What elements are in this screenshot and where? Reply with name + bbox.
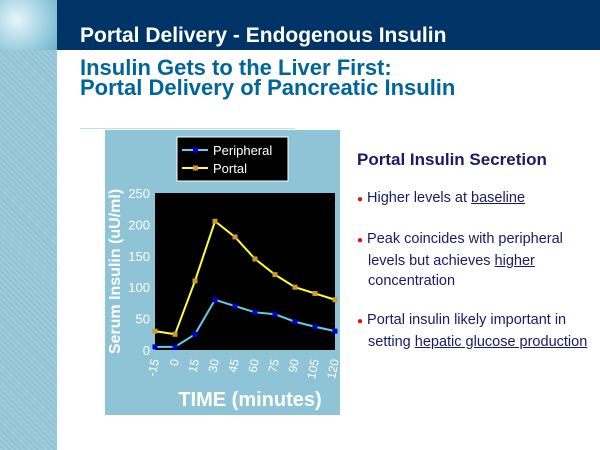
data-point-portal	[332, 297, 338, 303]
pill-image	[0, 0, 57, 50]
series-line-peripheral	[155, 298, 336, 348]
text-panel: Portal Insulin Secretion ● Higher levels …	[357, 150, 597, 371]
x-tick-label: 120	[324, 357, 340, 380]
bullet-text: concentration	[368, 273, 456, 289]
data-point-portal	[252, 256, 258, 262]
data-point-peripheral	[232, 303, 238, 309]
bullet-icon: ●	[357, 316, 364, 327]
series-line-portal	[154, 219, 336, 336]
data-point-peripheral	[312, 324, 318, 330]
panel-heading: Portal Insulin Secretion	[357, 150, 547, 169]
data-point-peripheral	[292, 319, 298, 325]
y-tick-label: 150	[128, 249, 150, 264]
x-tick-label: 105	[304, 357, 322, 380]
subtitle-line-1: Insulin Gets to the Liver First:	[80, 55, 392, 80]
bullet-item: ● Higher levels at baseline	[357, 188, 597, 210]
chart-panel: 0 50 100 150 200 250 -15 0 15 30 45 60 75 90 105 120 Ser…	[105, 130, 340, 415]
legend-label: Portal	[213, 161, 247, 176]
legend-marker	[193, 147, 198, 153]
legend-label: Peripheral	[213, 143, 272, 158]
subtitle-line-2: Portal Delivery of Pancreatic Insulin	[80, 75, 456, 100]
underlined-term: baseline	[471, 190, 526, 206]
data-point-portal	[212, 218, 218, 224]
data-point-peripheral	[252, 309, 258, 315]
data-point-portal	[192, 278, 198, 284]
legend-marker	[193, 165, 198, 171]
bullet-icon: ●	[357, 194, 364, 205]
y-tick-label: 0	[143, 343, 150, 358]
y-tick-label: 200	[128, 217, 150, 232]
data-point-portal	[272, 272, 278, 278]
x-axis-label: TIME (minutes)	[178, 389, 321, 411]
y-tick-label: 100	[128, 280, 150, 295]
bullet-text: Peak coincides with peripheral levels bu…	[367, 231, 563, 269]
underlined-term: hepatic glucose production	[414, 334, 588, 350]
left-decorative-strip	[0, 0, 57, 450]
data-point-peripheral	[272, 311, 278, 317]
data-point-portal	[152, 328, 158, 334]
data-point-portal	[232, 234, 238, 240]
data-point-peripheral	[212, 297, 218, 303]
x-tick-label: 90	[285, 357, 302, 373]
slide-header-title: Portal Delivery - Endogenous Insulin	[80, 24, 447, 47]
data-point-portal	[292, 284, 298, 290]
data-point-peripheral	[332, 328, 338, 334]
divider	[80, 128, 295, 129]
bullet-text: Portal insulin likely important in setti…	[367, 312, 567, 350]
x-tick-label: 60	[245, 357, 262, 373]
x-tick-label: 45	[225, 357, 242, 373]
data-point-portal	[172, 331, 178, 337]
data-point-portal	[312, 290, 318, 296]
y-axis-label: Serum Insulin (uU/ml)	[107, 189, 124, 354]
bullet-text: Higher levels at	[367, 190, 472, 206]
x-tick-label: -15	[145, 357, 162, 377]
bullet-item: ● Peak coincides with peripheral levels b…	[357, 229, 597, 291]
x-tick-label: 15	[185, 357, 202, 373]
x-tick-label: 0	[167, 357, 182, 367]
x-tick-label: 75	[265, 357, 282, 373]
underlined-term: higher	[494, 253, 535, 269]
plot-area	[155, 193, 335, 350]
data-point-peripheral	[192, 331, 198, 337]
y-tick-label: 250	[128, 186, 150, 201]
slide-subtitle: Insulin Gets to the Liver First: Portal …	[80, 55, 456, 100]
data-point-peripheral	[152, 344, 158, 350]
bullet-icon: ●	[357, 235, 364, 246]
header-band	[57, 0, 600, 50]
legend	[176, 136, 289, 182]
bullet-item: ● Portal insulin likely important in sett…	[357, 310, 597, 352]
x-tick-label: 30	[205, 357, 222, 373]
data-point-peripheral	[172, 344, 178, 350]
bullet-list: ● Higher levels at baseline ● Peak coincide…	[357, 188, 597, 352]
y-tick-label: 50	[136, 312, 150, 327]
